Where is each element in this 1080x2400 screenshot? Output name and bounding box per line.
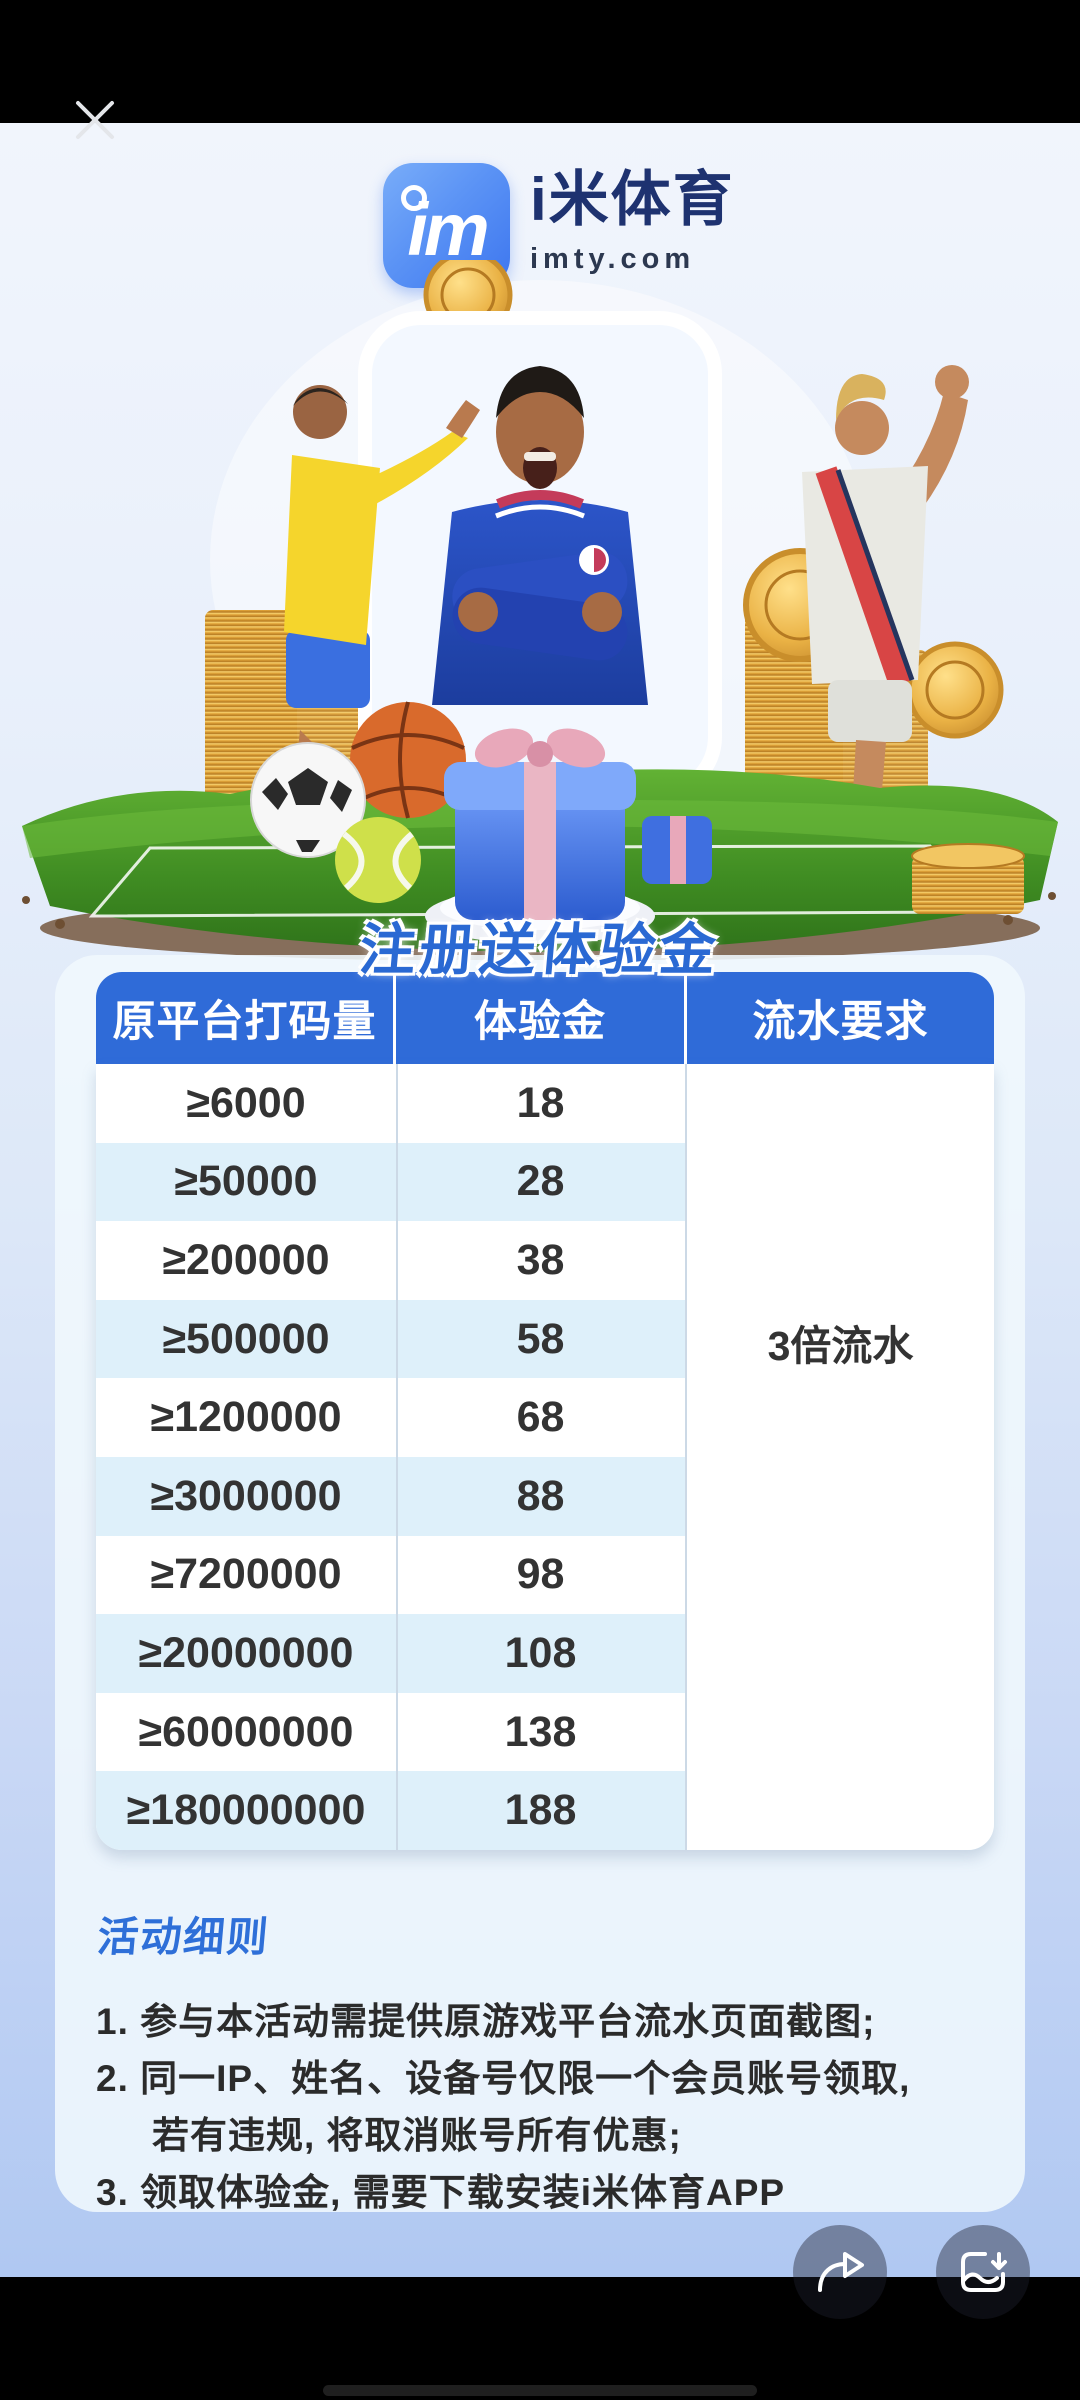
table-row: ≥1200000 68 — [96, 1378, 994, 1457]
wager-cell: ≥50000 — [174, 1157, 318, 1206]
share-button[interactable] — [793, 2225, 887, 2319]
bonus-cell: 98 — [516, 1550, 565, 1599]
player-mbappe-illustration — [432, 366, 648, 705]
wager-cell: ≥20000000 — [138, 1628, 354, 1677]
top-black-bar — [0, 0, 1080, 123]
table-row: ≥6000 18 — [96, 1064, 994, 1143]
wager-cell: ≥6000 — [186, 1078, 306, 1127]
rule-line: 3. 领取体验金, 需要下载安装i米体育APP — [96, 2172, 786, 2213]
wager-cell: ≥1200000 — [150, 1393, 342, 1442]
close-icon[interactable] — [70, 95, 120, 145]
gold-coin-icon — [906, 641, 1004, 739]
brand-monogram: im — [401, 185, 490, 271]
brand-name: i米体育 — [530, 166, 735, 233]
bonus-cell: 138 — [504, 1707, 577, 1756]
promo-title: 注册送体验金 — [356, 918, 723, 981]
wager-cell: ≥180000000 — [126, 1786, 366, 1835]
wager-cell: ≥3000000 — [150, 1471, 342, 1520]
column-header-turnover: 流水要求 — [687, 972, 994, 1064]
content-card: 原平台打码量 体验金 流水要求 3倍流水 ≥6000 18 ≥50000 28 ≥200… — [55, 955, 1025, 2213]
column-divider — [396, 1064, 398, 1850]
activity-rules: 活动细则 1. 参与本活动需提供原游戏平台流水页面截图; 2. 同一IP、姓名、设… — [96, 1903, 986, 2221]
bonus-cell: 108 — [504, 1628, 577, 1677]
bonus-cell: 188 — [504, 1786, 577, 1835]
brand-header: im i米体育 imty.com — [0, 161, 1080, 381]
bonus-cell: 18 — [516, 1078, 565, 1127]
rule-line: 1. 参与本活动需提供原游戏平台流水页面截图; — [96, 2001, 876, 2042]
turnover-requirement-value: 3倍流水 — [767, 1323, 914, 1369]
promo-page: im i米体育 imty.com — [0, 123, 1080, 2277]
bonus-cell: 28 — [516, 1157, 565, 1206]
table-row: ≥7200000 98 — [96, 1536, 994, 1615]
soccer-ball-icon — [250, 742, 366, 858]
bonus-cell: 88 — [516, 1471, 565, 1520]
bonus-table-body: 3倍流水 ≥6000 18 ≥50000 28 ≥200000 38 ≥500000 58 ≥1… — [96, 1064, 994, 1850]
rule-line: 若有违规, 将取消账号所有优惠; — [152, 2115, 682, 2156]
rule-line: 2. 同一IP、姓名、设备号仅限一个会员账号领取, — [96, 2058, 911, 2099]
close-x-glyph — [76, 101, 114, 139]
column-header-wager: 原平台打码量 — [96, 972, 393, 1064]
bonus-table-header: 原平台打码量 体验金 流水要求 — [96, 972, 994, 1064]
bottom-black-bar — [0, 2277, 1080, 2400]
gift-box-illustration — [425, 728, 712, 944]
wager-cell: ≥60000000 — [138, 1707, 354, 1756]
wager-cell: ≥200000 — [162, 1235, 330, 1284]
bonus-cell: 68 — [516, 1393, 565, 1442]
image-download-icon — [961, 2252, 1007, 2292]
wager-cell: ≥7200000 — [150, 1550, 342, 1599]
table-row: ≥60000000 138 — [96, 1693, 994, 1772]
table-row: ≥200000 38 — [96, 1221, 994, 1300]
gold-coin-pile-front — [911, 843, 1025, 914]
bonus-cell: 58 — [516, 1314, 565, 1363]
hero-illustration — [0, 250, 1080, 962]
rules-title: 活动细则 — [95, 1914, 272, 1960]
save-image-button[interactable] — [936, 2225, 1030, 2319]
bonus-cell: 38 — [516, 1235, 565, 1284]
rules-list: 1. 参与本活动需提供原游戏平台流水页面截图; 2. 同一IP、姓名、设备号仅限一… — [96, 1993, 986, 2221]
share-forward-icon — [818, 2252, 864, 2292]
bonus-table: 原平台打码量 体验金 流水要求 3倍流水 ≥6000 18 ≥50000 28 ≥200… — [96, 972, 994, 1850]
home-indicator[interactable] — [323, 2385, 757, 2396]
turnover-requirement-cell: 3倍流水 — [687, 1064, 994, 1850]
brand-domain: imty.com — [530, 243, 696, 275]
wager-cell: ≥500000 — [162, 1314, 330, 1363]
tennis-ball-icon — [335, 817, 421, 903]
column-divider — [685, 1064, 687, 1850]
column-header-bonus: 体验金 — [396, 972, 684, 1064]
